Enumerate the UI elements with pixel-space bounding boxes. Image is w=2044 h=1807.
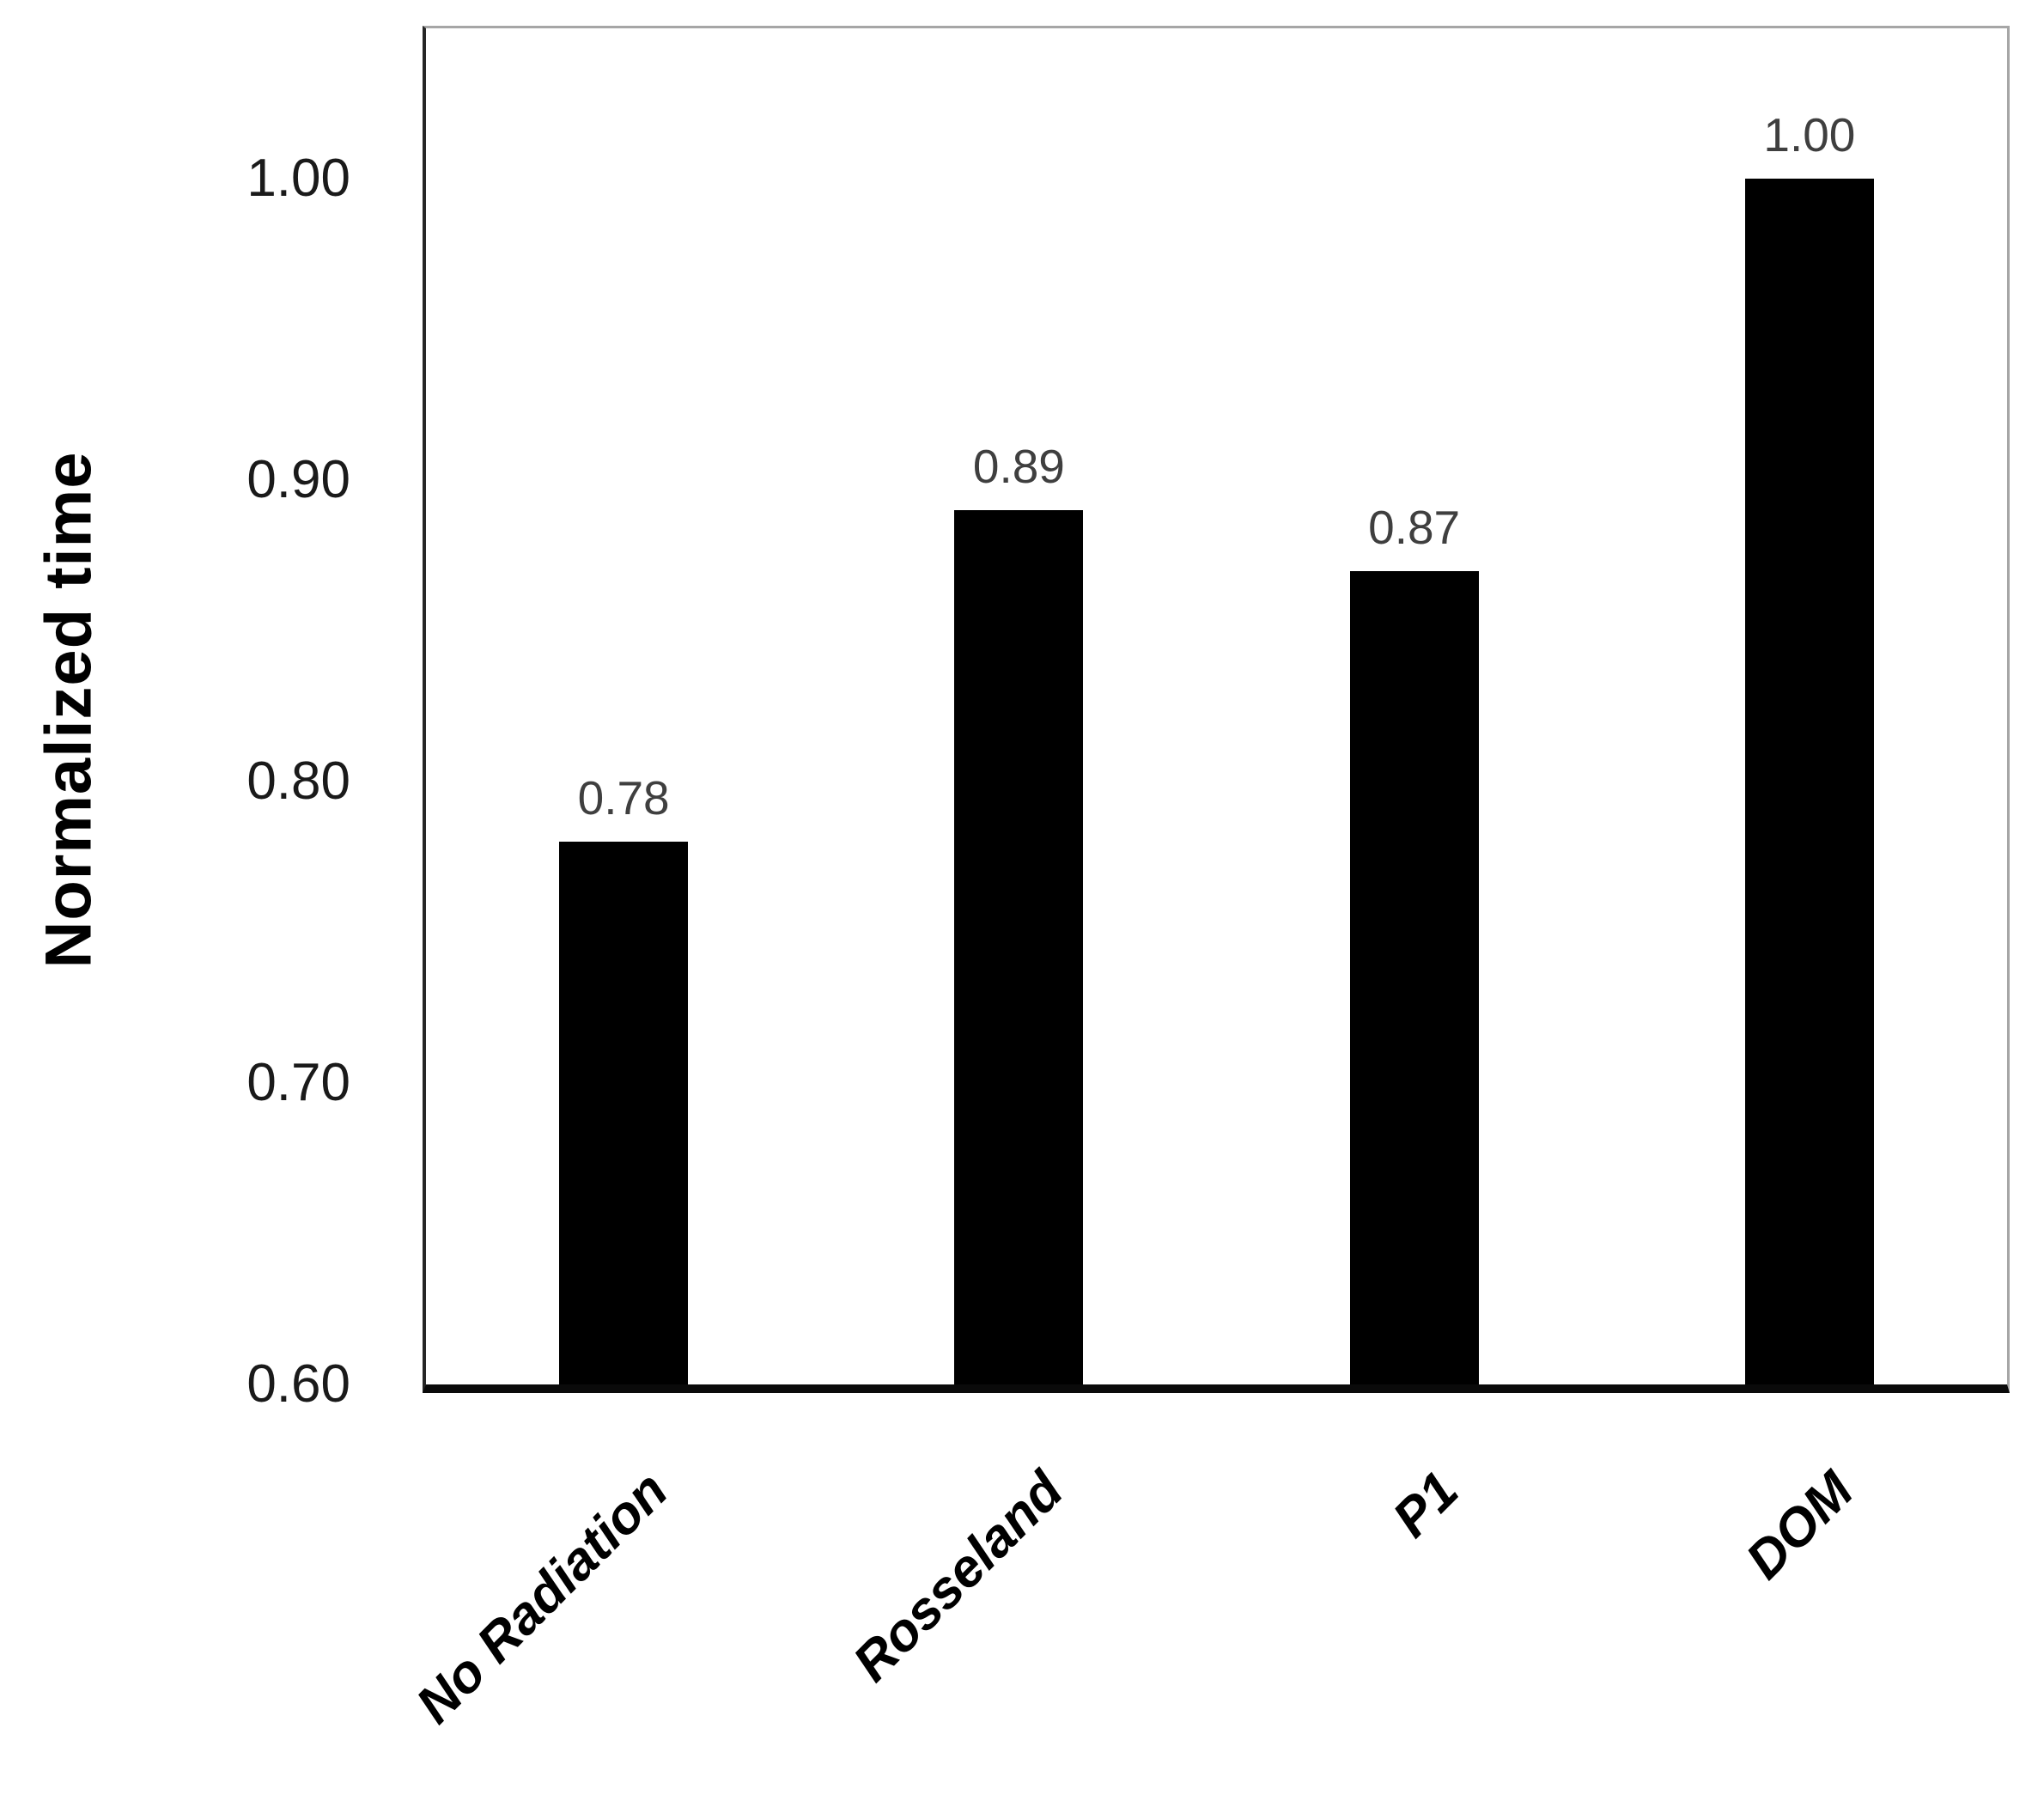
y-tick-label: 0.80 xyxy=(246,751,350,812)
x-tick-label: DOM xyxy=(1735,1460,1865,1591)
bar-value-label: 0.78 xyxy=(577,771,670,825)
y-tick-label: 0.90 xyxy=(246,450,350,510)
bars-layer: 0.78 0.89 0.87 1.00 xyxy=(426,28,2007,1384)
bar-rosseland xyxy=(954,510,1084,1384)
y-axis-title: Normalized time xyxy=(32,450,106,969)
y-tick-label: 1.00 xyxy=(246,149,350,209)
bar-value-label: 1.00 xyxy=(1763,108,1856,162)
bar-dom xyxy=(1744,179,1874,1384)
x-tick-label: P1 xyxy=(1381,1460,1470,1549)
bar-value-label: 0.87 xyxy=(1368,500,1461,554)
bar-value-label: 0.89 xyxy=(972,440,1065,494)
plot-area: 0.78 0.89 0.87 1.00 xyxy=(423,26,2010,1393)
y-tick-label: 0.60 xyxy=(246,1354,350,1414)
x-tick-label: No Radiation xyxy=(405,1460,679,1735)
x-tick-label: Rosseland xyxy=(842,1460,1074,1694)
bar-no-radiation xyxy=(559,842,689,1384)
y-tick-label: 0.70 xyxy=(246,1053,350,1113)
bar-p1 xyxy=(1349,570,1479,1384)
y-axis-title-box: Normalized time xyxy=(0,26,137,1393)
